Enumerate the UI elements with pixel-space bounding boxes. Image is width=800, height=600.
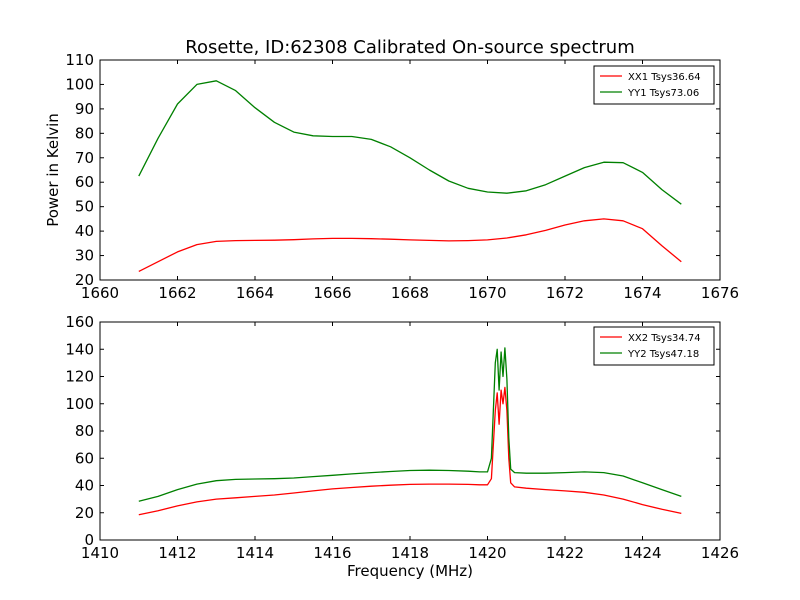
x-tick-label: 1424 bbox=[623, 544, 661, 562]
series-line-1-1 bbox=[138, 218, 682, 272]
legend: XX1 Tsys36.64 YY1 Tsys73.06 bbox=[593, 65, 715, 105]
x-tick-label: 1426 bbox=[701, 544, 739, 562]
y-axis-label: Power in Kelvin bbox=[44, 113, 62, 227]
y-tick-label: 110 bbox=[65, 51, 94, 69]
x-tick-label: 1672 bbox=[546, 284, 584, 302]
y-tick-label: 100 bbox=[65, 75, 94, 93]
y-tick-label: 0 bbox=[84, 531, 94, 549]
legend-label-2: YY2 Tsys47.18 bbox=[627, 349, 699, 360]
series-line-2-1 bbox=[138, 386, 682, 516]
y-tick-label: 20 bbox=[75, 271, 94, 289]
y-tick-label: 100 bbox=[65, 395, 94, 413]
legend-label-1: XX2 Tsys34.74 bbox=[628, 333, 701, 344]
series-lines bbox=[138, 80, 682, 272]
x-tick-label: 1416 bbox=[313, 544, 351, 562]
x-tick-label: 1414 bbox=[236, 544, 274, 562]
x-tick-label: 1410 bbox=[81, 544, 119, 562]
y-tick-label: 80 bbox=[75, 422, 94, 440]
x-tick-label: 1670 bbox=[468, 284, 506, 302]
y-tick-label: 90 bbox=[75, 100, 94, 118]
x-tick-label: 1420 bbox=[468, 544, 506, 562]
x-tick-label: 1660 bbox=[81, 284, 119, 302]
series-line-1-2 bbox=[138, 80, 682, 205]
y-tick-label: 50 bbox=[75, 198, 94, 216]
y-tick-label: 80 bbox=[75, 124, 94, 142]
legend-box bbox=[593, 65, 715, 105]
x-tick-label: 1674 bbox=[623, 284, 661, 302]
x-tick-label: 1422 bbox=[546, 544, 584, 562]
y-tick-label: 60 bbox=[75, 173, 94, 191]
x-tick-label: 1412 bbox=[158, 544, 196, 562]
series-line-2-2 bbox=[138, 347, 682, 502]
y-tick-label: 20 bbox=[75, 504, 94, 522]
x-axis-label: Frequency (MHz) bbox=[347, 562, 473, 580]
y-tick-label: 60 bbox=[75, 449, 94, 467]
y-tick-label: 30 bbox=[75, 247, 94, 265]
y-tick-label: 120 bbox=[65, 368, 94, 386]
y-tick-label: 40 bbox=[75, 222, 94, 240]
y-tick-label: 70 bbox=[75, 149, 94, 167]
y-tick-label: 140 bbox=[65, 340, 94, 358]
y-tick-label: 40 bbox=[75, 477, 94, 495]
x-tick-label: 1668 bbox=[391, 284, 429, 302]
x-tick-label: 1664 bbox=[236, 284, 274, 302]
x-tick-label: 1676 bbox=[701, 284, 739, 302]
x-tick-label: 1418 bbox=[391, 544, 429, 562]
legend: XX2 Tsys34.74 YY2 Tsys47.18 bbox=[593, 326, 715, 366]
x-tick-label: 1662 bbox=[158, 284, 196, 302]
top-panel: 1660 1662 1664 1666 1668 1670 1672 1674 1676 20 30… bbox=[65, 51, 739, 302]
y-tick-label: 160 bbox=[65, 313, 94, 331]
figure-title: Rosette, ID:62308 Calibrated On-source s… bbox=[185, 37, 635, 58]
bottom-panel: 1410 1412 1414 1416 1418 1420 1422 1424 1426 0 20 4… bbox=[65, 313, 739, 562]
series-lines bbox=[138, 347, 682, 516]
legend-label-2: YY1 Tsys73.06 bbox=[627, 88, 699, 99]
legend-box bbox=[593, 326, 715, 366]
legend-label-1: XX1 Tsys36.64 bbox=[628, 72, 701, 83]
x-tick-label: 1666 bbox=[313, 284, 351, 302]
